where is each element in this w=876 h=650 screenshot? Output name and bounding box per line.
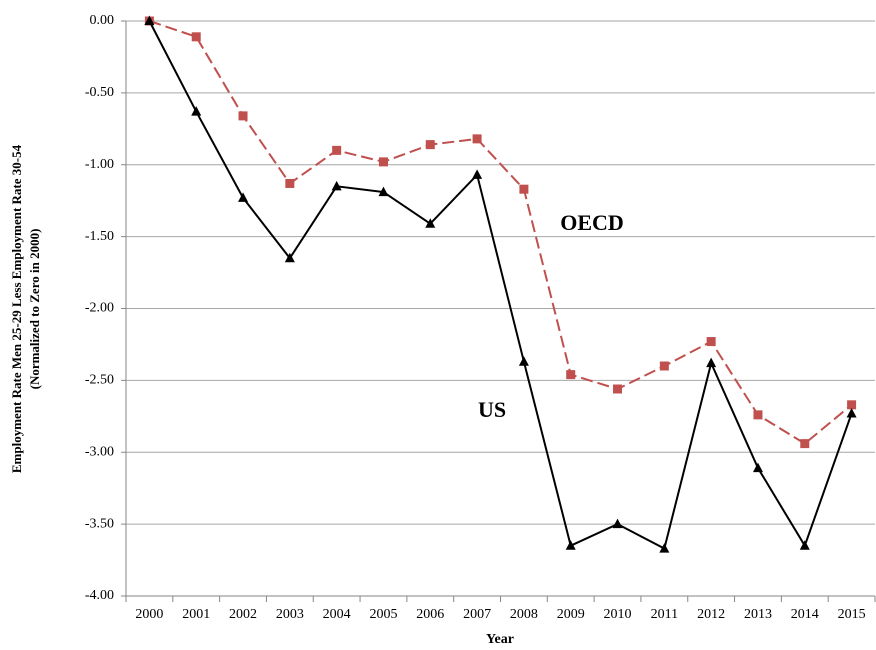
marker: [378, 186, 389, 197]
marker: [378, 157, 388, 167]
x-tick-label: 2010: [604, 607, 632, 622]
y-tick-label: -1.50: [85, 229, 114, 244]
y-tick-label: -2.50: [85, 373, 114, 388]
marker: [799, 540, 810, 550]
marker: [332, 145, 342, 155]
x-tick-label: 2012: [697, 607, 725, 622]
marker: [472, 134, 482, 144]
x-tick-label: 2001: [182, 607, 210, 622]
x-tick-label: 2004: [323, 607, 351, 622]
marker: [565, 540, 576, 550]
marker: [191, 32, 201, 42]
marker: [425, 218, 436, 228]
y-tick-label: 0.00: [90, 13, 115, 28]
marker: [659, 361, 669, 371]
marker: [753, 410, 763, 420]
marker: [846, 407, 857, 418]
marker: [800, 439, 810, 449]
x-tick-label: 2002: [229, 607, 257, 622]
marker: [519, 184, 529, 194]
marker: [706, 357, 717, 368]
x-tick-label: 2011: [651, 607, 678, 622]
marker: [425, 140, 435, 150]
marker: [659, 543, 670, 553]
marker: [331, 180, 342, 191]
y-tick-label: -2.00: [85, 301, 114, 316]
marker: [612, 518, 623, 529]
marker: [706, 337, 716, 347]
x-tick-label: 2013: [744, 607, 772, 622]
y-tick-label: -0.50: [85, 85, 114, 100]
x-tick-label: 2014: [791, 607, 819, 622]
marker: [472, 169, 483, 179]
y-tick-label: -3.00: [85, 444, 114, 459]
marker: [191, 106, 202, 116]
marker: [238, 192, 249, 202]
marker: [285, 178, 295, 188]
x-tick-label: 2015: [838, 607, 866, 622]
y-tick-label: -4.00: [85, 588, 114, 603]
marker: [752, 462, 763, 473]
y-axis-title: Employment Rate Men 25-29 Less Employmen…: [9, 144, 24, 473]
marker: [613, 384, 623, 394]
y-tick-label: -1.00: [85, 157, 114, 172]
marker: [238, 111, 248, 121]
x-axis-title: Year: [486, 632, 514, 647]
y-axis-subtitle: (Normalized to Zero in 2000): [27, 229, 42, 390]
series-label: OECD: [560, 210, 624, 235]
marker: [847, 400, 857, 410]
series-line: [148, 20, 853, 551]
marker: [144, 15, 155, 25]
x-tick-label: 2007: [463, 607, 491, 622]
x-tick-label: 2008: [510, 607, 538, 622]
series-label: US: [478, 397, 506, 422]
x-tick-label: 2005: [369, 607, 397, 622]
marker: [566, 370, 576, 380]
x-tick-label: 2000: [135, 607, 163, 622]
x-tick-label: 2009: [557, 607, 585, 622]
x-tick-label: 2003: [276, 607, 304, 622]
marker: [284, 252, 295, 263]
series-line: [149, 20, 853, 445]
marker: [518, 356, 529, 366]
x-tick-label: 2006: [416, 607, 444, 622]
y-tick-label: -3.50: [85, 516, 114, 531]
